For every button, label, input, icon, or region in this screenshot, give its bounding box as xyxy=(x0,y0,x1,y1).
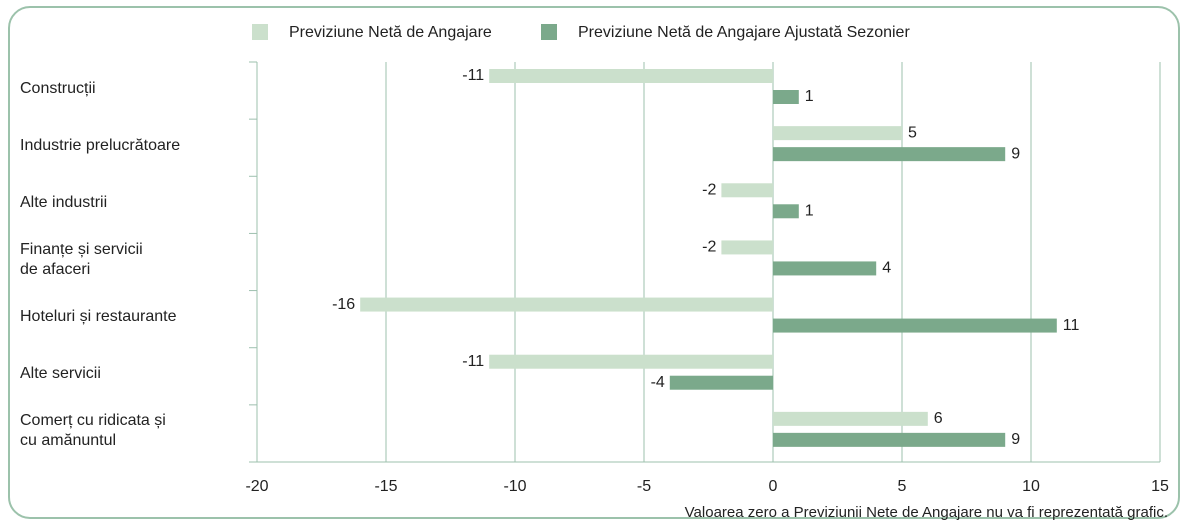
bar xyxy=(489,354,773,369)
bar xyxy=(773,147,1006,162)
value-label: 6 xyxy=(934,410,943,427)
legend-label: Previziune Netă de Angajare Ajustată Sez… xyxy=(578,24,910,41)
value-label: 1 xyxy=(805,203,814,220)
x-tick-label: -10 xyxy=(503,478,526,495)
category-label: Hoteluri și restaurante xyxy=(20,308,177,326)
value-label: -11 xyxy=(462,67,484,84)
bar xyxy=(360,297,773,312)
value-label: -4 xyxy=(651,374,665,391)
category-label: Alte servicii xyxy=(20,365,101,383)
bar xyxy=(721,183,773,198)
category-label: Alte industrii xyxy=(20,193,108,211)
category-label: Comerț cu ridicata și cu amănuntul xyxy=(20,412,166,450)
bar xyxy=(773,411,928,426)
value-label: 5 xyxy=(908,124,917,141)
legend-swatch xyxy=(541,24,557,40)
bar xyxy=(669,375,773,390)
bar xyxy=(773,204,799,219)
x-tick-label: -20 xyxy=(245,478,268,495)
footnote: Valoarea zero a Previziunii Nete de Anga… xyxy=(685,504,1168,521)
x-tick-label: -5 xyxy=(637,478,651,495)
value-label: 1 xyxy=(805,88,814,105)
x-tick-label: 10 xyxy=(1022,478,1040,495)
bar xyxy=(773,90,799,104)
value-label: 11 xyxy=(1063,317,1080,334)
x-tick-label: 5 xyxy=(898,478,907,495)
value-label: -11 xyxy=(462,353,484,370)
bar xyxy=(773,432,1006,447)
value-label: -2 xyxy=(702,182,716,199)
value-label: 4 xyxy=(882,260,891,277)
legend-label: Previziune Netă de Angajare xyxy=(289,24,492,41)
category-label: Industrie prelucrătoare xyxy=(20,136,181,154)
frame xyxy=(8,6,1180,519)
x-tick-label: 0 xyxy=(769,478,778,495)
bar xyxy=(773,261,877,276)
value-label: -2 xyxy=(702,239,716,256)
x-tick-label: -15 xyxy=(374,478,397,495)
value-label: 9 xyxy=(1011,145,1020,162)
x-tick-label: 15 xyxy=(1151,478,1169,495)
bar xyxy=(773,126,902,141)
category-label: Construcții xyxy=(20,79,96,97)
value-label: -16 xyxy=(332,296,355,313)
bar xyxy=(489,69,773,83)
bar xyxy=(773,318,1057,333)
bar xyxy=(721,240,773,255)
value-label: 9 xyxy=(1011,431,1020,448)
legend-swatch xyxy=(252,24,268,40)
category-label: Finanțe și servicii de afaceri xyxy=(20,241,143,278)
